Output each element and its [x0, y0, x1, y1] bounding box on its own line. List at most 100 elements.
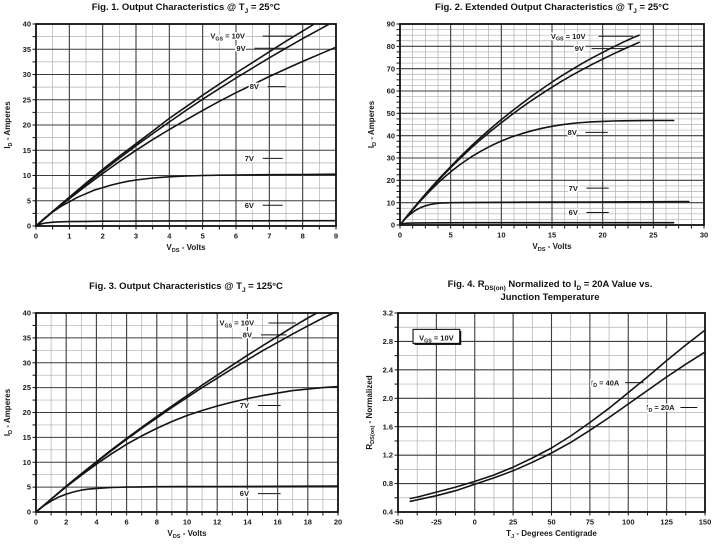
y-tick-label: 15 [23, 146, 31, 155]
grid-major [36, 24, 336, 226]
series-group [35, 312, 339, 513]
x-tick-label: 10 [497, 231, 505, 240]
x-tick-label: 16 [273, 518, 281, 527]
series-vgs-8v [35, 312, 335, 513]
y-tick-label: 0.4 [383, 508, 394, 517]
y-tick-label: 80 [387, 42, 395, 51]
y-tick-label: 40 [387, 131, 395, 140]
series-id-20a [409, 351, 706, 503]
x-tick-label: 2 [101, 232, 105, 241]
x-tick-label: 25 [649, 231, 657, 240]
series-vgs-8v [399, 119, 675, 226]
x-tick-label: 0 [473, 518, 477, 527]
x-tick-label: 25 [509, 518, 517, 527]
series-vgs-7v [35, 385, 339, 513]
y-tick-label: 5 [27, 196, 31, 205]
curve-label: 8V [243, 330, 252, 339]
x-tick-label: 20 [334, 518, 342, 527]
curve-label: 6V [569, 208, 578, 217]
x-tick-label: 2 [64, 518, 68, 527]
fig4-chart: VGS = 10V ID = 40A ID = 20A -50 -25 0 25 50 75 10… [365, 309, 712, 540]
curve-label: 6V [240, 489, 249, 498]
x-tick-label: 75 [586, 518, 594, 527]
y-tick-label: 35 [23, 45, 31, 54]
curve-label: 7V [245, 154, 254, 163]
x-axis-label: VDS - Volts [532, 242, 572, 253]
fig1-title: Fig. 1. Output Characteristics @ TJ = 25… [91, 2, 281, 15]
x-tick-label: -50 [393, 518, 404, 527]
x-tick-label: -25 [431, 518, 442, 527]
x-tick-label: 5 [201, 232, 205, 241]
x-tick-label: 5 [449, 231, 453, 240]
grid-major [398, 313, 705, 512]
x-tick-label: 18 [304, 518, 312, 527]
series-vgs-6v [35, 485, 339, 513]
y-tick-label: 0 [391, 221, 395, 230]
y-tick-label: 10 [23, 458, 31, 467]
curve-label: 8V [250, 82, 259, 91]
fig4-title-line2: Junction Temperature [500, 292, 600, 303]
series-id-40a [409, 329, 706, 500]
fig2-title: Fig. 2. Extended Output Characteristics … [435, 2, 669, 15]
y-tick-label: 50 [387, 109, 395, 118]
curve-label: VGS = 10V [551, 32, 586, 43]
x-tick-label: 9 [334, 232, 338, 241]
y-tick-label: 90 [387, 20, 395, 29]
y-tick-label: 20 [23, 121, 31, 130]
x-axis-label: VDS - Volts [166, 243, 206, 254]
curve-label: VGS = 10V [210, 32, 245, 43]
x-tick-label: 15 [548, 231, 556, 240]
y-tick-label: 5 [27, 483, 31, 492]
x-tick-label: 10 [183, 518, 191, 527]
series-group [409, 329, 706, 503]
x-tick-label: 100 [622, 518, 635, 527]
y-tick-label: 0 [27, 222, 31, 231]
y-tick-label: 40 [23, 20, 31, 29]
x-tick-label: 50 [547, 518, 555, 527]
plot-frame [35, 312, 339, 513]
series-vgs-9v [399, 41, 640, 226]
y-tick-label: 0.8 [383, 479, 393, 488]
x-tick-label: 4 [94, 518, 99, 527]
x-tick-label: 125 [660, 518, 673, 527]
fig4-panel: Fig. 4. RDS(on) Normalized to ID = 20A V… [358, 275, 716, 550]
y-tick-label: 10 [23, 171, 31, 180]
x-tick-label: 8 [301, 232, 305, 241]
grid-minor [36, 24, 336, 226]
series-vgs-6v [35, 219, 337, 227]
x-tick-label: 14 [243, 518, 252, 527]
series-group [399, 34, 690, 226]
series-vgs-8v [35, 46, 337, 227]
y-tick-label: 30 [387, 154, 395, 163]
x-tick-label: 8 [155, 518, 159, 527]
curve-label: 7V [240, 401, 249, 410]
curve-label: ID = 20A [646, 403, 675, 414]
y-tick-label: 2.4 [383, 365, 394, 374]
fig2-panel: Fig. 2. Extended Output Characteristics … [358, 0, 716, 275]
axis-ticks [32, 312, 339, 516]
y-tick-label: 1.2 [383, 451, 393, 460]
y-tick-label: 20 [23, 408, 31, 417]
x-tick-label: 6 [125, 518, 129, 527]
axis-ticks [32, 23, 337, 230]
y-tick-label: 30 [23, 358, 31, 367]
x-tick-label: 12 [213, 518, 221, 527]
legend-box [412, 328, 461, 344]
x-tick-label: 0 [34, 518, 38, 527]
fig1-panel: Fig. 1. Output Characteristics @ TJ = 25… [0, 0, 358, 275]
series-vgs-7v [35, 173, 337, 227]
x-axis-label: TJ - Degrees Centigrade [506, 529, 597, 540]
y-tick-label: 30 [23, 70, 31, 79]
curve-label: VGS = 10V [220, 319, 255, 330]
y-tick-label: 0 [27, 508, 31, 517]
fig3-panel: Fig. 3. Output Characteristics @ TJ = 12… [0, 275, 358, 550]
plot-frame [35, 23, 337, 227]
y-axis-label: ID - Amperes [3, 388, 14, 436]
x-tick-label: 150 [699, 518, 712, 527]
y-tick-label: 70 [387, 64, 395, 73]
y-tick-label: 40 [23, 309, 31, 318]
y-axis-label: ID - Amperes [3, 101, 14, 149]
